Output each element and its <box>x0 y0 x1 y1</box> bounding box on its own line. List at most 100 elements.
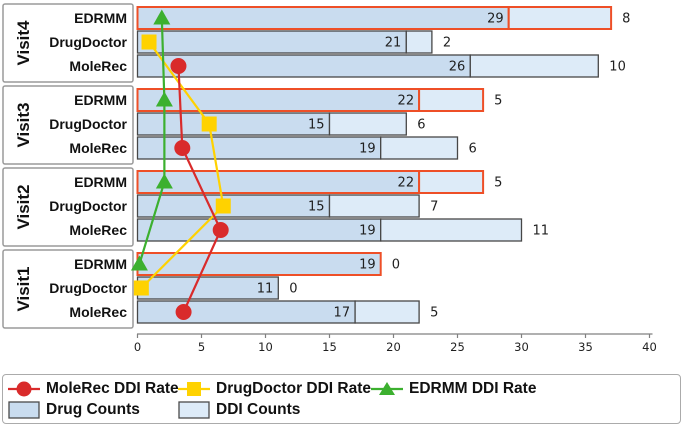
ddi-counts-bar <box>380 218 523 242</box>
square-marker-icon <box>215 198 231 214</box>
drug-counts-bar <box>136 136 382 160</box>
x-tick-label: 10 <box>258 340 273 354</box>
ddi-count-label: 5 <box>430 306 438 321</box>
x-tick-label: 15 <box>322 340 337 354</box>
visit-label: Visit3 <box>14 102 33 147</box>
legend: MoleRec DDI Rate DrugDoctor DDI Rate EDR… <box>2 374 681 424</box>
drug-count-label: 15 <box>308 118 325 133</box>
ddi-counts-bar <box>354 300 420 324</box>
legend-label: MoleRec DDI Rate <box>46 380 179 397</box>
legend-item-drug-counts: Drug Counts <box>7 400 140 420</box>
method-label: EDRMM <box>74 92 127 108</box>
visit-group-box <box>2 167 134 247</box>
x-tick-label: 0 <box>134 340 141 354</box>
square-marker-icon <box>201 116 217 132</box>
ddi-count-label: 6 <box>469 142 477 157</box>
circle-marker-icon <box>16 381 32 397</box>
drug-count-label: 19 <box>359 142 376 157</box>
ddi-count-label: 10 <box>609 60 626 75</box>
visit-label: Visit2 <box>14 184 33 229</box>
method-label: EDRMM <box>74 256 127 272</box>
legend-label: EDRMM DDI Rate <box>409 380 537 397</box>
edrmm-ddi-rate-line <box>138 17 166 265</box>
ddi-count-label: 11 <box>533 224 550 239</box>
ddi-count-label: 7 <box>430 200 438 215</box>
ddi-counts-bar <box>418 88 485 112</box>
drug-counts-bar <box>136 54 471 78</box>
triangle-marker-icon <box>155 91 173 107</box>
square-marker-icon <box>141 34 157 50</box>
drug-counts-bar <box>136 218 382 242</box>
legend-item-edrmm-ddi-rate: EDRMM DDI Rate <box>370 379 536 399</box>
x-tick-label: 5 <box>198 340 205 354</box>
molerec-rate-legend-marker <box>8 381 40 397</box>
legend-label: DrugDoctor DDI Rate <box>216 380 372 397</box>
ddi-count-label: 6 <box>417 118 425 133</box>
ddi-counts-bar <box>418 170 485 194</box>
drug-count-label: 26 <box>449 60 466 75</box>
square-marker-icon <box>187 382 201 396</box>
ddi-count-label: 0 <box>392 258 400 273</box>
triangle-marker-icon <box>130 255 148 271</box>
method-label: MoleRec <box>69 304 127 320</box>
method-label: MoleRec <box>69 222 127 238</box>
drug-count-label: 22 <box>398 176 415 191</box>
legend-item-drugdoctor-ddi-rate: DrugDoctor DDI Rate <box>177 379 371 399</box>
circle-marker-icon <box>170 58 187 74</box>
visit-group-box <box>2 85 134 165</box>
method-label: DrugDoctor <box>49 116 127 132</box>
drug-count-label: 11 <box>257 282 274 297</box>
ddi-count-label: 0 <box>289 282 297 297</box>
edrmm-rate-legend-marker <box>371 382 403 395</box>
circle-marker-icon <box>174 140 191 156</box>
ddi-counts-bar <box>469 54 599 78</box>
molerec-ddi-rate-line <box>177 65 222 313</box>
x-tick-label: 20 <box>386 340 401 354</box>
legend-item-molerec-ddi-rate: MoleRec DDI Rate <box>7 379 179 399</box>
x-tick-label: 40 <box>642 340 657 354</box>
x-tick-label: 35 <box>578 340 593 354</box>
chart-svg: Visit4 EDRMM DrugDoctor MoleRec Visit3 EDRMM D… <box>2 3 657 354</box>
drug-count-label: 22 <box>398 94 415 109</box>
x-tick-label: 30 <box>514 340 529 354</box>
x-tick-label: 25 <box>450 340 465 354</box>
drug-count-label: 29 <box>487 12 504 27</box>
legend-label: Drug Counts <box>46 401 140 418</box>
method-label: MoleRec <box>69 58 127 74</box>
legend-label: DDI Counts <box>216 401 301 418</box>
drugdoctor-rate-legend-marker <box>178 382 210 396</box>
ddi-counts-legend-swatch <box>178 401 210 419</box>
visit-group-box <box>2 249 134 329</box>
method-label: MoleRec <box>69 140 127 156</box>
ddi-counts-bar <box>328 194 420 218</box>
ddi-count-label: 5 <box>494 176 502 191</box>
method-label: DrugDoctor <box>49 280 127 296</box>
ddi-counts-bar <box>507 6 613 30</box>
legend-item-ddi-counts: DDI Counts <box>177 400 300 420</box>
ddi-count-label: 2 <box>443 36 451 51</box>
circle-marker-icon <box>175 304 192 320</box>
visit-group-box <box>2 3 134 83</box>
ddi-counts-bar <box>380 136 459 160</box>
triangle-marker-icon <box>379 382 395 395</box>
drug-counts-bar <box>136 170 421 194</box>
method-label: DrugDoctor <box>49 198 127 214</box>
drug-counts-bar <box>136 194 331 218</box>
drug-count-label: 19 <box>359 258 376 273</box>
ddi-counts-swatch-icon <box>178 401 210 419</box>
visit-label: Visit1 <box>14 266 33 311</box>
ddi-counts-bar <box>405 30 433 54</box>
method-label: EDRMM <box>74 10 127 26</box>
drug-counts-bar <box>136 6 510 30</box>
drug-count-label: 21 <box>385 36 402 51</box>
drug-counts-bar <box>136 300 356 324</box>
method-label: EDRMM <box>74 174 127 190</box>
drug-counts-legend-swatch <box>8 401 40 419</box>
drug-counts-bar <box>136 112 331 136</box>
drug-counts-bar <box>136 30 407 54</box>
method-label: DrugDoctor <box>49 34 127 50</box>
drug-count-label: 17 <box>334 306 351 321</box>
drug-count-label: 15 <box>308 200 325 215</box>
drug-count-label: 19 <box>359 224 376 239</box>
